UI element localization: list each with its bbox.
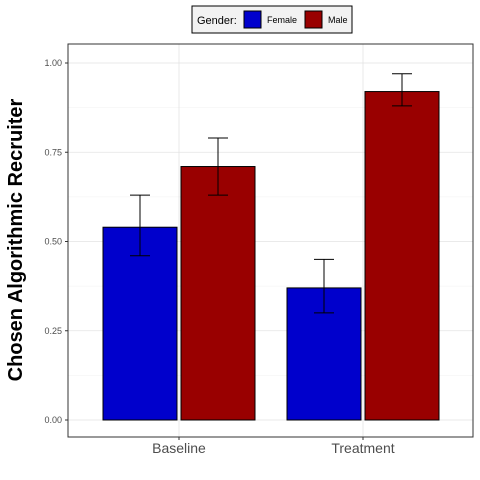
y-tick-label: 0.75 bbox=[44, 147, 62, 157]
y-axis-label: Chosen Algorithmic Recruiter bbox=[5, 98, 27, 381]
x-tick-label: Baseline bbox=[152, 440, 206, 456]
legend: Gender: Female Male bbox=[191, 5, 353, 34]
y-tick-label: 1.00 bbox=[44, 58, 62, 68]
y-tick-label: 0.50 bbox=[44, 237, 62, 247]
error-bar-female-treatment bbox=[314, 258, 334, 314]
y-tick-label: 0.00 bbox=[44, 415, 62, 425]
legend-title: Gender: bbox=[197, 15, 237, 27]
bar-male-treatment bbox=[364, 91, 440, 421]
legend-box bbox=[191, 5, 353, 34]
error-bars bbox=[130, 73, 412, 314]
x-axis-ticks: Baseline Treatment bbox=[152, 437, 395, 456]
error-bar-male-baseline bbox=[208, 137, 228, 196]
error-bar-male-treatment bbox=[392, 73, 412, 107]
legend-key-female bbox=[243, 10, 262, 29]
plot-panel-border bbox=[67, 43, 474, 438]
y-axis-ticks: 0.00 0.25 0.50 0.75 1.00 bbox=[44, 58, 68, 425]
legend-key-male bbox=[304, 10, 323, 29]
legend-label-female: Female bbox=[267, 15, 297, 25]
legend-label-male: Male bbox=[328, 15, 348, 25]
y-tick-label: 0.25 bbox=[44, 326, 62, 336]
error-bar-female-baseline bbox=[130, 194, 150, 257]
bar-male-baseline bbox=[180, 166, 256, 421]
bars bbox=[102, 91, 440, 421]
bar-female-baseline bbox=[102, 226, 178, 421]
x-tick-label: Treatment bbox=[331, 440, 394, 456]
